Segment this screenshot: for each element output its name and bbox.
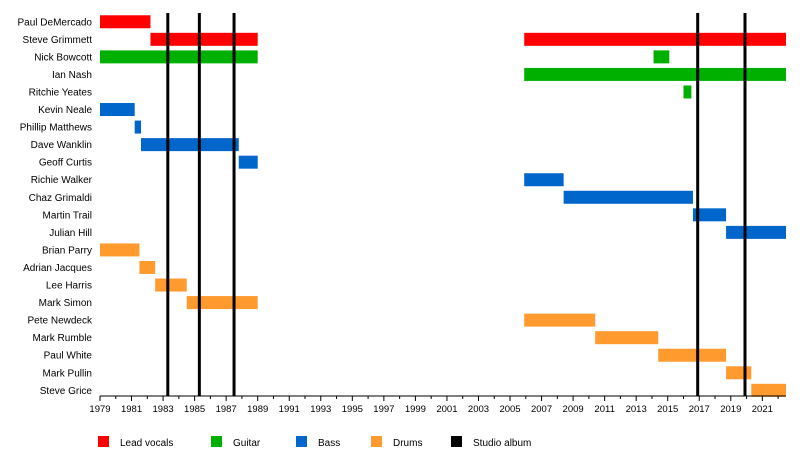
bar-pete-newdeck-drums-0: [524, 313, 596, 327]
member-label-kevin-neale: Kevin Neale: [38, 105, 92, 116]
bar-geoff-curtis-bass-0: [238, 155, 258, 169]
bar-paul-demercado-vocals-0: [100, 15, 151, 29]
x-tick-label-2021: 2021: [752, 404, 773, 415]
bar-dave-wanklin-bass-0: [141, 138, 239, 152]
x-tick-label-1981: 1981: [121, 404, 142, 415]
bar-adrian-jacques-drums-0: [139, 260, 156, 274]
bar-kevin-neale-bass-0: [100, 103, 135, 117]
x-tick-label-2011: 2011: [594, 404, 614, 415]
bar-mark-simon-drums-0: [186, 296, 258, 310]
bar-martin-trail-bass-0: [692, 208, 727, 222]
x-tick-label-1999: 1999: [405, 404, 426, 415]
x-tick-label-1997: 1997: [373, 404, 394, 415]
legend-label-vocals: Lead vocals: [120, 438, 173, 449]
member-label-mark-pullin: Mark Pullin: [43, 368, 92, 379]
x-tick-label-2007: 2007: [531, 404, 552, 415]
bar-ritchie-yeates-guitar-0: [683, 85, 692, 99]
legend-swatch-bass: [296, 436, 307, 447]
bar-phillip-matthews-bass-0: [134, 120, 142, 134]
x-tick-label-1989: 1989: [247, 404, 268, 415]
member-labels: Paul DeMercado Steve Grimmett Nick Bowcott…: [18, 17, 93, 397]
bar-mark-pullin-drums-0: [726, 366, 752, 380]
bar-mark-rumble-drums-0: [595, 331, 659, 345]
member-label-ian-nash: Ian Nash: [52, 70, 92, 81]
legend-swatch-album: [451, 436, 462, 447]
legend-label-bass: Bass: [318, 438, 340, 449]
bar-ian-nash-guitar-0: [524, 67, 786, 81]
x-axis: 1979 1981 1983 1985 1987 1989 1991 1993 1995 1997…: [89, 395, 786, 415]
member-label-martin-trail: Martin Trail: [43, 210, 92, 221]
x-tick-label-1991: 1991: [279, 404, 300, 415]
bar-steve-grice-drums-0: [751, 383, 786, 397]
legend-swatch-vocals: [98, 436, 109, 447]
member-label-mark-rumble: Mark Rumble: [33, 333, 93, 344]
member-label-paul-demercado: Paul DeMercado: [18, 17, 93, 28]
legend: Lead vocals Guitar Bass Drums Studio album: [98, 436, 531, 449]
x-tick-label-1995: 1995: [342, 404, 363, 415]
member-label-mark-simon: Mark Simon: [39, 298, 92, 309]
bar-paul-white-drums-0: [658, 348, 727, 362]
bar-brian-parry-drums-0: [100, 243, 140, 257]
x-tick-label-2013: 2013: [626, 404, 647, 415]
member-label-lee-harris: Lee Harris: [46, 281, 92, 292]
x-tick-label-2009: 2009: [563, 404, 584, 415]
member-label-nick-bowcott: Nick Bowcott: [34, 52, 92, 63]
bar-lee-harris-drums-0: [155, 278, 187, 292]
bar-julian-hill-bass-0: [726, 225, 786, 239]
studio-album-lines: [166, 13, 747, 396]
bar-steve-grimmett-vocals-1: [524, 32, 786, 46]
x-tick-label-1985: 1985: [184, 404, 205, 415]
member-label-julian-hill: Julian Hill: [49, 228, 92, 239]
member-label-steve-grimmett: Steve Grimmett: [23, 35, 93, 46]
bar-nick-bowcott-guitar-1: [653, 50, 670, 64]
member-label-geoff-curtis: Geoff Curtis: [39, 158, 92, 169]
member-label-dave-wanklin: Dave Wanklin: [31, 140, 92, 151]
x-tick-label-1979: 1979: [89, 404, 110, 415]
bar-richie-walker-bass-0: [524, 173, 564, 187]
x-tick-label-1993: 1993: [310, 404, 331, 415]
member-label-pete-newdeck: Pete Newdeck: [28, 316, 93, 327]
x-tick-label-2001: 2001: [436, 404, 457, 415]
member-label-chaz-grimaldi: Chaz Grimaldi: [29, 193, 92, 204]
legend-label-album: Studio album: [473, 438, 531, 449]
x-tick-label-2017: 2017: [689, 404, 710, 415]
x-tick-label-2015: 2015: [657, 404, 678, 415]
legend-swatch-drums: [371, 436, 382, 447]
x-tick-label-2003: 2003: [468, 404, 489, 415]
legend-label-drums: Drums: [393, 438, 422, 449]
member-label-steve-grice: Steve Grice: [40, 386, 93, 397]
bar-nick-bowcott-guitar-0: [100, 50, 258, 64]
x-tick-label-2005: 2005: [499, 404, 520, 415]
bar-steve-grimmett-vocals-0: [150, 32, 258, 46]
member-bars: [100, 15, 786, 397]
x-tick-label-1987: 1987: [216, 404, 237, 415]
member-label-richie-walker: Richie Walker: [31, 175, 93, 186]
member-label-brian-parry: Brian Parry: [42, 245, 92, 256]
member-label-paul-white: Paul White: [44, 351, 93, 362]
member-label-ritchie-yeates: Ritchie Yeates: [29, 87, 92, 98]
legend-label-guitar: Guitar: [233, 438, 261, 449]
bar-chaz-grimaldi-bass-0: [563, 190, 693, 204]
x-tick-label-1983: 1983: [153, 404, 174, 415]
legend-swatch-guitar: [211, 436, 222, 447]
member-label-phillip-matthews: Phillip Matthews: [20, 123, 92, 134]
x-tick-label-2019: 2019: [720, 404, 741, 415]
member-label-adrian-jacques: Adrian Jacques: [23, 263, 92, 274]
